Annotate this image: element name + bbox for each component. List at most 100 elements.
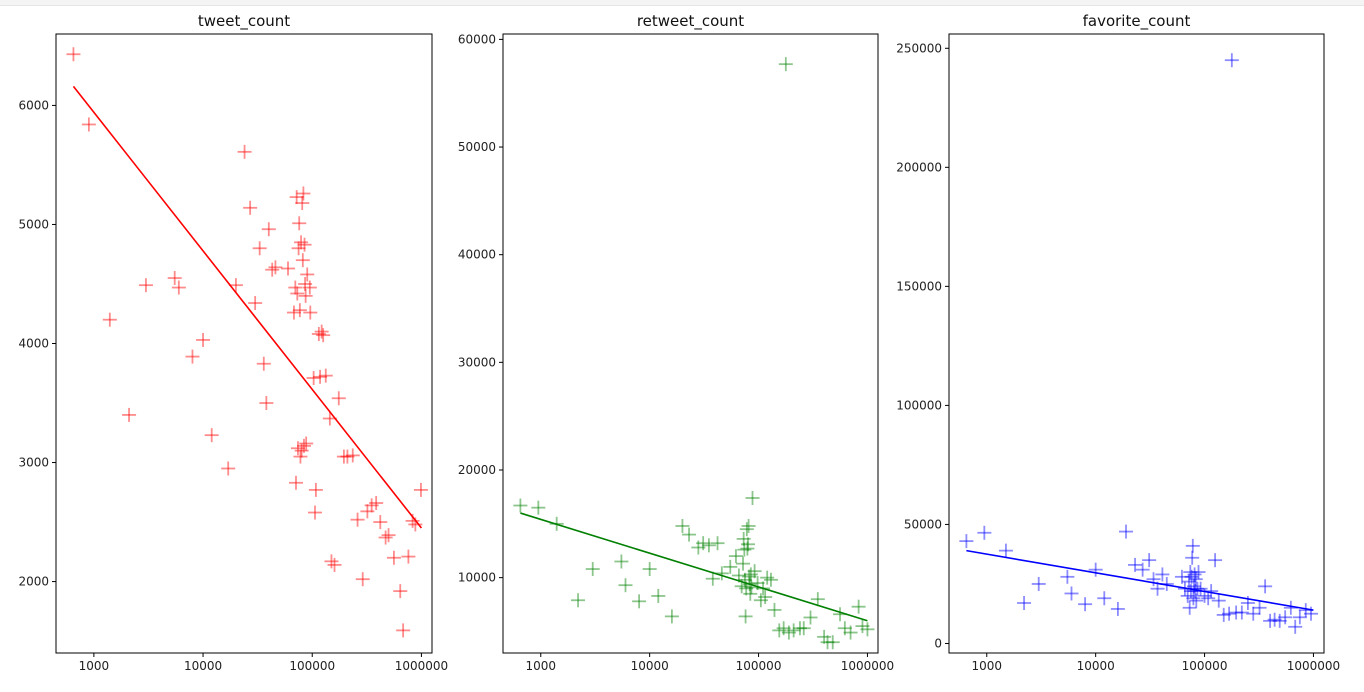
data-point bbox=[585, 562, 600, 577]
data-point bbox=[614, 554, 629, 569]
data-point bbox=[742, 569, 757, 584]
data-point bbox=[286, 305, 301, 320]
data-point bbox=[252, 241, 267, 256]
data-point bbox=[675, 518, 690, 533]
data-point bbox=[1191, 565, 1206, 580]
data-point bbox=[1142, 553, 1157, 568]
data-point bbox=[682, 527, 697, 542]
y-tick-label: 10000 bbox=[458, 571, 496, 585]
data-point bbox=[204, 428, 219, 443]
data-point bbox=[289, 190, 304, 205]
data-point bbox=[691, 540, 706, 555]
data-point bbox=[288, 280, 303, 295]
data-point bbox=[138, 278, 153, 293]
data-point bbox=[796, 621, 811, 636]
y-tick-label: 3000 bbox=[18, 456, 49, 470]
data-point bbox=[350, 512, 365, 527]
data-point bbox=[1224, 53, 1239, 68]
data-point bbox=[295, 253, 310, 268]
data-point bbox=[744, 580, 759, 595]
data-point bbox=[1208, 553, 1223, 568]
data-point bbox=[1064, 586, 1079, 601]
x-tick-label: 100000 bbox=[1182, 659, 1228, 673]
data-point bbox=[401, 549, 416, 564]
data-point bbox=[1119, 524, 1134, 539]
data-point bbox=[1272, 613, 1287, 628]
data-point bbox=[739, 522, 754, 537]
data-point bbox=[1088, 562, 1103, 577]
y-tick-label: 100000 bbox=[896, 398, 942, 412]
data-point bbox=[386, 550, 401, 565]
data-point bbox=[843, 625, 858, 640]
data-point bbox=[331, 391, 346, 406]
data-point bbox=[340, 449, 355, 464]
data-point bbox=[792, 621, 807, 636]
data-point bbox=[1187, 567, 1202, 582]
data-point bbox=[632, 594, 647, 609]
data-point bbox=[314, 324, 329, 339]
trend-line bbox=[520, 512, 868, 622]
data-point bbox=[1182, 574, 1197, 589]
data-point bbox=[293, 449, 308, 464]
x-tick-label: 1000 bbox=[525, 659, 556, 673]
data-point bbox=[1234, 605, 1249, 620]
data-point bbox=[977, 525, 992, 540]
y-tick-label: 50000 bbox=[458, 140, 496, 154]
data-point bbox=[360, 504, 375, 519]
data-point bbox=[747, 564, 762, 579]
data-point bbox=[778, 57, 793, 72]
data-point bbox=[1180, 588, 1195, 603]
data-point bbox=[1097, 591, 1112, 606]
data-point bbox=[760, 570, 775, 585]
data-point bbox=[651, 588, 666, 603]
data-point bbox=[268, 260, 283, 275]
data-point bbox=[1252, 600, 1267, 615]
data-point bbox=[1174, 569, 1189, 584]
data-point bbox=[171, 280, 186, 295]
data-point bbox=[369, 496, 384, 511]
data-point bbox=[998, 543, 1013, 558]
data-point bbox=[345, 448, 360, 463]
data-point bbox=[851, 599, 866, 614]
data-point bbox=[1185, 538, 1200, 553]
chart-title: retweet_count bbox=[637, 12, 744, 31]
data-point bbox=[728, 549, 743, 564]
data-point bbox=[292, 216, 307, 231]
data-point bbox=[1183, 565, 1198, 580]
data-point bbox=[1128, 557, 1143, 572]
data-point bbox=[298, 276, 313, 291]
window-top-strip bbox=[0, 0, 1364, 6]
y-tick-label: 2000 bbox=[18, 575, 49, 589]
data-point bbox=[837, 621, 852, 636]
data-point bbox=[745, 490, 760, 505]
data-point bbox=[1292, 610, 1307, 625]
data-point bbox=[738, 609, 753, 624]
data-point bbox=[1263, 613, 1278, 628]
trend-line bbox=[72, 85, 423, 529]
data-point bbox=[300, 267, 315, 282]
subplot-tweet_count: tweet_count 1000 10000 100000 1000000 2000 300… bbox=[18, 12, 448, 673]
data-point bbox=[316, 328, 331, 343]
data-point bbox=[740, 537, 755, 552]
x-tick-label: 1000 bbox=[971, 659, 1002, 673]
data-point bbox=[294, 235, 309, 250]
y-tick-label: 50000 bbox=[904, 517, 942, 531]
data-point bbox=[723, 559, 738, 574]
data-point bbox=[781, 625, 796, 640]
data-point bbox=[294, 443, 309, 458]
plot-frame bbox=[502, 33, 879, 654]
y-tick-label: 250000 bbox=[896, 41, 942, 55]
data-point bbox=[1184, 569, 1199, 584]
data-point bbox=[327, 557, 342, 572]
data-point bbox=[825, 635, 840, 650]
data-point bbox=[1183, 584, 1198, 599]
y-tick-label: 200000 bbox=[896, 160, 942, 174]
data-point bbox=[1258, 579, 1273, 594]
data-point bbox=[776, 621, 791, 636]
data-point bbox=[737, 572, 752, 587]
subplot-favorite_count: favorite_count 1000 10000 100000 1000000 0 500… bbox=[896, 12, 1340, 673]
data-point bbox=[1278, 610, 1293, 625]
data-point bbox=[291, 241, 306, 256]
data-point bbox=[1186, 591, 1201, 606]
